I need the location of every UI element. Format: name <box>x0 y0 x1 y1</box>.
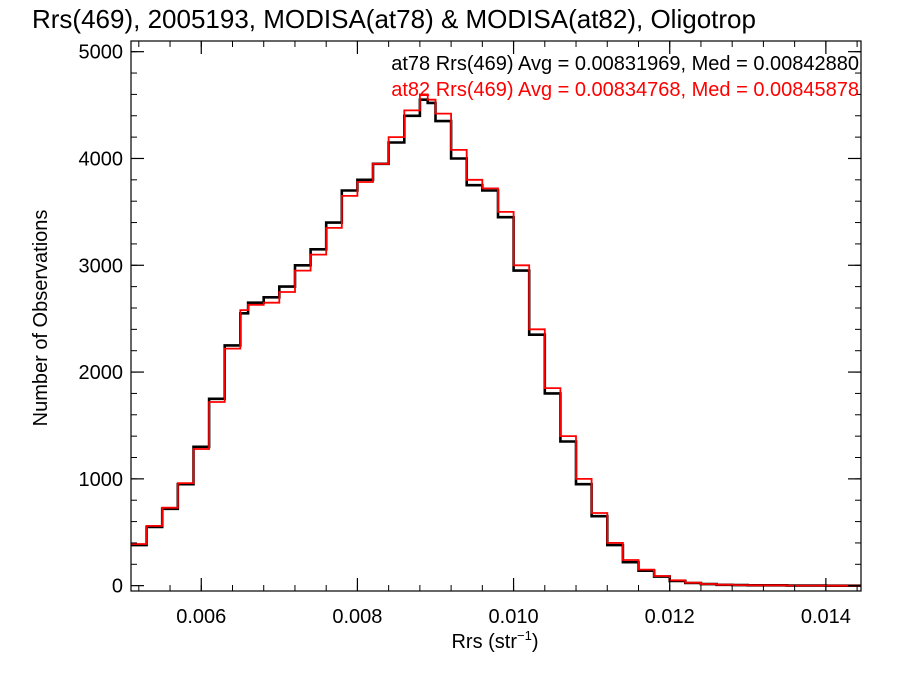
x-tick-label: 0.014 <box>801 606 851 628</box>
legend-entry-at78: at78 Rrs(469) Avg = 0.00831969, Med = 0.… <box>391 53 859 75</box>
series-line-at82 <box>131 93 861 587</box>
plot-frame <box>130 40 862 592</box>
series-layer <box>131 93 861 587</box>
chart-title: Rrs(469), 2005193, MODISA(at78) & MODISA… <box>32 4 756 34</box>
x-tick-label: 0.010 <box>489 606 539 628</box>
y-tick-label: 0 <box>112 576 123 598</box>
y-tick-label: 3000 <box>79 255 124 277</box>
legend-entry-at82: at82 Rrs(469) Avg = 0.00834768, Med = 0.… <box>391 79 859 101</box>
x-tick-label: 0.006 <box>176 606 226 628</box>
x-tick-label: 0.008 <box>332 606 382 628</box>
y-axis-label: Number of Observations <box>30 210 52 427</box>
x-tick-label: 0.012 <box>645 606 695 628</box>
ticks-layer: 0.006 0.008 0.010 0.012 0.014 0 1000 2000 3000 40… <box>79 41 861 628</box>
y-tick-label: 4000 <box>79 148 124 170</box>
y-tick-label: 5000 <box>79 42 124 64</box>
y-tick-label: 1000 <box>79 469 124 491</box>
y-tick-label: 2000 <box>79 362 124 384</box>
x-axis-label: Rrs (str−1) <box>451 628 538 653</box>
